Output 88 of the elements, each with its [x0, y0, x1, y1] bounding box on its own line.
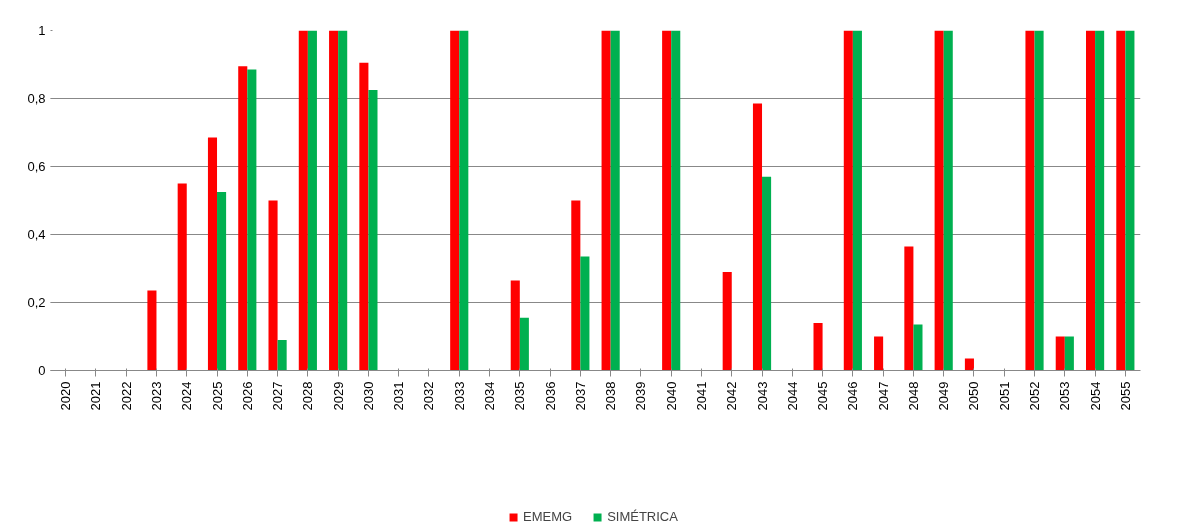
bar: [459, 30, 469, 371]
bar: [662, 30, 672, 371]
x-tick-label: 2050: [966, 381, 982, 411]
x-tick-label: 2045: [815, 381, 831, 411]
x-tick-label: 2042: [724, 381, 740, 411]
x-tick-label: 2029: [330, 381, 346, 411]
x-tick-label: 2046: [845, 381, 861, 411]
y-tick-label: 1: [38, 23, 46, 38]
x-tick-label: 2048: [905, 381, 921, 411]
bar: [307, 30, 317, 371]
bar: [247, 69, 257, 371]
bar: [359, 62, 369, 371]
bar: [450, 30, 460, 371]
bar: [338, 30, 348, 371]
bar: [852, 30, 862, 371]
bar: [904, 246, 914, 371]
x-tick-label: 2031: [391, 381, 407, 411]
y-tick-label: 0,2: [27, 295, 46, 310]
x-tick-label: 2041: [693, 381, 709, 411]
y-tick-label: 0,8: [27, 91, 46, 106]
bar: [610, 30, 620, 371]
bar: [722, 271, 732, 371]
x-tick-label: 2028: [300, 381, 316, 411]
legend-label: EMEMG: [523, 509, 573, 523]
x-tick-label: 2037: [572, 381, 588, 411]
bar: [964, 358, 974, 371]
x-tick-label: 2021: [88, 381, 104, 411]
x-tick-label: 2027: [270, 381, 286, 411]
bar: [1064, 336, 1074, 371]
x-tick-label: 2054: [1087, 381, 1103, 411]
bar: [268, 200, 278, 371]
legend-label: SIMÉTRICA: [607, 509, 678, 523]
bar: [177, 183, 187, 371]
x-tick-label: 2035: [512, 381, 528, 411]
x-tick-label: 2053: [1057, 381, 1073, 411]
bar: [510, 280, 520, 371]
bar: [943, 30, 953, 371]
x-tick-label: 2025: [209, 381, 225, 411]
bar: [519, 317, 529, 371]
bar: [752, 103, 763, 371]
x-tick-label: 2055: [1117, 381, 1133, 411]
bar: [217, 192, 227, 371]
bar: [671, 30, 681, 371]
x-tick-label: 2034: [482, 381, 498, 411]
bar: [1116, 30, 1126, 371]
bar: [813, 322, 823, 371]
x-tick-label: 2044: [784, 381, 800, 411]
x-tick-label: 2049: [936, 381, 952, 411]
x-tick-label: 2036: [542, 381, 558, 411]
bar: [329, 30, 339, 371]
bar: [1095, 30, 1105, 371]
x-tick-label: 2026: [239, 381, 255, 411]
bar: [874, 336, 884, 371]
y-tick-label: 0,6: [27, 159, 46, 174]
bar: [147, 290, 157, 371]
x-tick-label: 2047: [875, 381, 891, 411]
bar: [1034, 30, 1044, 371]
x-tick-label: 2051: [996, 381, 1012, 411]
x-tick-label: 2033: [451, 381, 467, 411]
bar: [1055, 336, 1065, 371]
x-tick-label: 2023: [148, 381, 164, 411]
bar: [1025, 30, 1035, 371]
x-tick-label: 2022: [118, 381, 134, 411]
bar: [571, 200, 581, 371]
x-tick-label: 2052: [1027, 381, 1043, 411]
bar: [1125, 30, 1135, 371]
bar: [238, 66, 248, 371]
bar: [298, 30, 308, 371]
x-tick-label: 2043: [754, 381, 770, 411]
x-tick-label: 2039: [633, 381, 649, 411]
y-tick-label: 0,4: [27, 227, 46, 242]
bar: [207, 137, 218, 371]
bar: [913, 324, 923, 371]
bar: [934, 30, 944, 371]
x-tick-label: 2030: [360, 381, 376, 411]
y-tick-label: 0: [38, 363, 46, 378]
x-tick-label: 2040: [663, 381, 679, 411]
bar: [277, 339, 287, 371]
bar: [1086, 30, 1096, 371]
bar: [580, 256, 590, 371]
x-tick-label: 2032: [421, 381, 437, 411]
bar: [762, 176, 772, 371]
x-tick-label: 2024: [179, 381, 195, 411]
x-tick-label: 2020: [58, 381, 74, 411]
bar: [368, 90, 378, 371]
bar: [601, 30, 611, 371]
x-tick-label: 2038: [603, 381, 619, 411]
bar: [843, 30, 853, 371]
